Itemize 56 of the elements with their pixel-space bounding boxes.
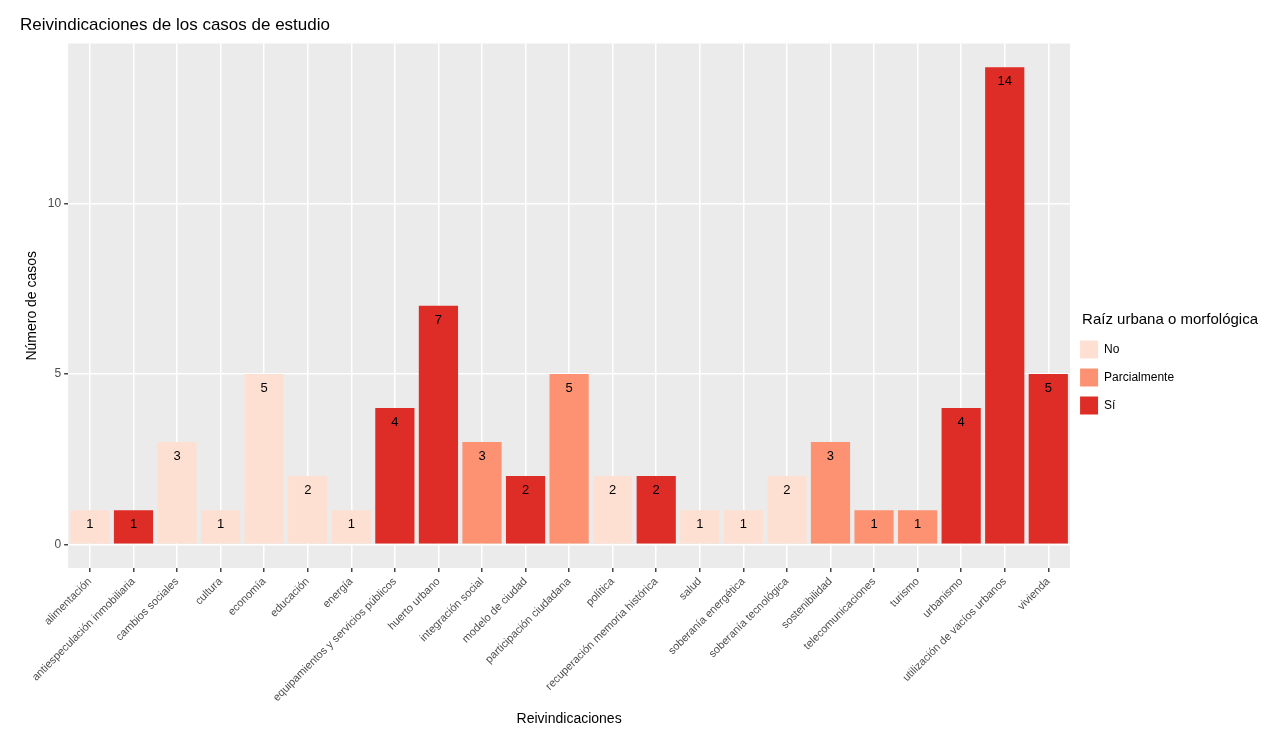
- bar: [70, 510, 110, 544]
- bar: [854, 510, 894, 544]
- bar: [418, 305, 459, 544]
- data-label: 1: [913, 516, 922, 532]
- y-tick-label: 5: [54, 366, 62, 381]
- bar: [462, 442, 502, 544]
- bar: [810, 442, 851, 544]
- bar: [593, 476, 633, 544]
- x-axis-title: Reivindicaciones: [516, 710, 622, 727]
- data-label: 3: [478, 448, 486, 464]
- data-label: 7: [434, 311, 443, 327]
- data-label: 5: [260, 379, 268, 395]
- bar: [505, 476, 546, 544]
- legend-label: Parcialmente: [1104, 369, 1175, 384]
- data-label: 2: [304, 482, 312, 498]
- data-label: 5: [1044, 379, 1052, 395]
- data-label: 2: [652, 482, 660, 498]
- data-label: 5: [565, 379, 573, 395]
- data-label: 1: [696, 516, 704, 532]
- bar: [898, 510, 938, 544]
- data-label: 3: [826, 448, 835, 464]
- bar: [723, 510, 763, 544]
- data-label: 2: [609, 482, 617, 498]
- bar: [157, 442, 197, 544]
- data-label: 1: [129, 516, 138, 532]
- data-label: 2: [521, 482, 530, 498]
- y-axis-title: Número de casos: [23, 250, 40, 361]
- chart-title: Reivindicaciones de los casos de estudio: [20, 14, 330, 34]
- bar: [941, 407, 981, 544]
- bar: [767, 476, 807, 544]
- data-label: 1: [870, 516, 878, 532]
- bar: [244, 373, 284, 544]
- data-label: 2: [783, 482, 791, 498]
- data-label: 1: [347, 516, 355, 532]
- legend-title: Raíz urbana o morfológica: [1082, 310, 1259, 328]
- legend-label: No: [1104, 341, 1120, 356]
- data-label: 4: [391, 414, 399, 430]
- bar: [549, 373, 589, 544]
- bar: [680, 510, 720, 544]
- data-label: 1: [739, 516, 747, 532]
- bar: [113, 510, 154, 544]
- bar: [288, 476, 328, 544]
- bar: [201, 510, 241, 544]
- bar: [331, 510, 371, 544]
- data-label: 3: [173, 448, 181, 464]
- legend-label: Sí: [1104, 397, 1117, 412]
- data-label: 4: [957, 414, 965, 430]
- bar: [375, 407, 415, 544]
- y-tick-label: 10: [47, 195, 62, 210]
- bar: [636, 476, 676, 544]
- data-label: 1: [86, 516, 94, 532]
- data-label: 1: [217, 516, 225, 532]
- data-label: 14: [997, 73, 1012, 89]
- bar: [1028, 373, 1068, 544]
- bar: [985, 67, 1025, 544]
- y-tick-label: 0: [54, 536, 62, 551]
